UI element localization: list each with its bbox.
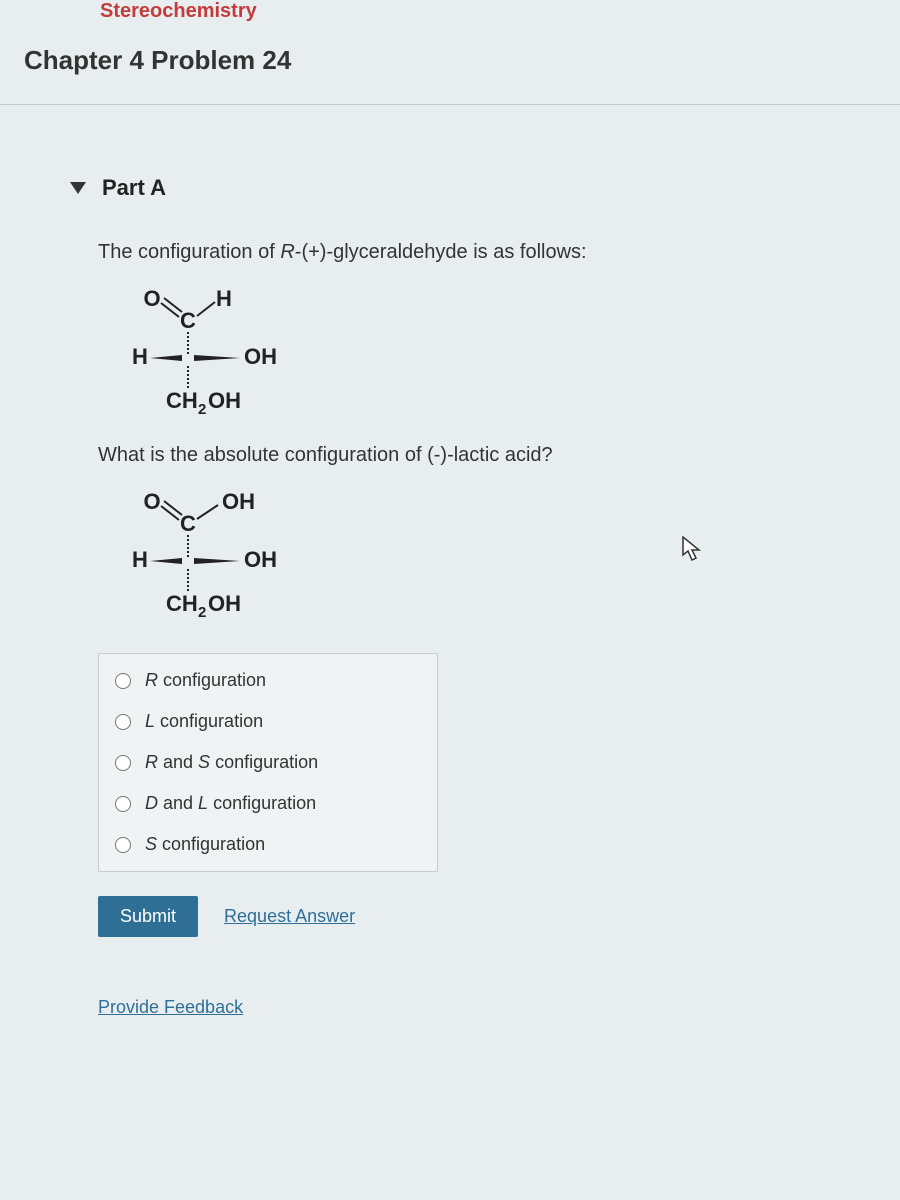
question-ask: What is the absolute configuration of (-… [98,444,870,467]
part-label: Part A [102,175,166,201]
atom-h2: H [132,547,148,572]
breadcrumb-partial: Stereochemistry [0,0,900,27]
atom-o: O [143,286,160,311]
part-header[interactable]: Part A [70,175,870,201]
question-intro: The configuration of R-(+)-glyceraldehyd… [98,241,870,264]
radio-rs[interactable] [115,755,131,771]
bottom-sub: 2 [198,401,206,418]
caret-down-icon [70,182,86,194]
bottom-ch: CH [166,388,198,413]
intro-em: R [280,241,294,263]
content-area: Part A The configuration of R-(+)-glycer… [0,105,900,1048]
option-d-and-l[interactable]: D and L configuration [99,783,437,824]
atom-o: O [143,489,160,514]
option-label: R and S configuration [145,752,318,773]
atom-oh-top: OH [222,489,255,514]
radio-s[interactable] [115,837,131,853]
atom-oh: OH [244,547,277,572]
bottom-ch: CH [166,591,198,616]
action-row: Submit Request Answer [98,896,870,937]
bottom-tail: OH [208,591,241,616]
feedback-row: Provide Feedback [98,997,870,1018]
atom-h2: H [132,344,148,369]
option-label: R configuration [145,670,266,691]
intro-post: -(+)-glyceraldehyde is as follows: [295,241,587,263]
bottom-tail: OH [208,388,241,413]
atom-c: C [180,511,196,536]
intro-pre: The configuration of [98,241,280,263]
submit-button[interactable]: Submit [98,896,198,937]
radio-dl[interactable] [115,796,131,812]
option-label: L configuration [145,711,263,732]
page: Stereochemistry Chapter 4 Problem 24 Par… [0,0,900,1200]
bottom-sub: 2 [198,604,206,621]
options-box: R configuration L configuration R and S … [98,653,438,872]
radio-r[interactable] [115,673,131,689]
atom-h: H [216,286,232,311]
option-r-and-s[interactable]: R and S configuration [99,742,437,783]
request-answer-link[interactable]: Request Answer [224,906,355,927]
provide-feedback-link[interactable]: Provide Feedback [98,997,243,1017]
structure-glyceraldehyde: O H C H OH [116,282,870,422]
option-label: D and L configuration [145,793,316,814]
radio-l[interactable] [115,714,131,730]
chapter-title: Chapter 4 Problem 24 [0,27,900,104]
option-r[interactable]: R configuration [99,660,437,701]
option-l[interactable]: L configuration [99,701,437,742]
structure-lactic-acid: O OH C H OH CH 2 OH [116,485,870,625]
atom-c: C [180,308,196,333]
question-block: The configuration of R-(+)-glyceraldehyd… [98,241,870,1018]
option-label: S configuration [145,834,265,855]
option-s[interactable]: S configuration [99,824,437,865]
atom-oh: OH [244,344,277,369]
